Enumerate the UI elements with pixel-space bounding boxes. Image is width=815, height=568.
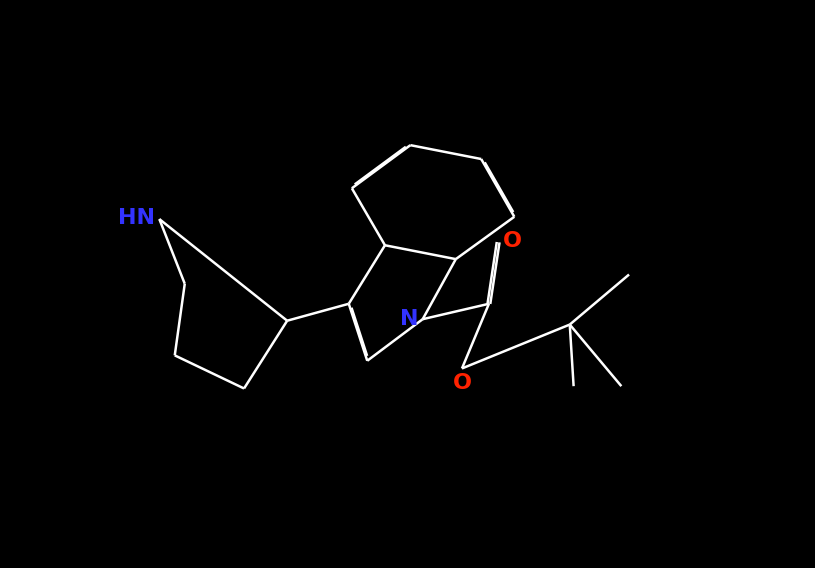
Text: O: O [503, 231, 522, 250]
Text: O: O [452, 373, 471, 393]
Text: N: N [399, 309, 418, 329]
Text: HN: HN [117, 207, 155, 228]
